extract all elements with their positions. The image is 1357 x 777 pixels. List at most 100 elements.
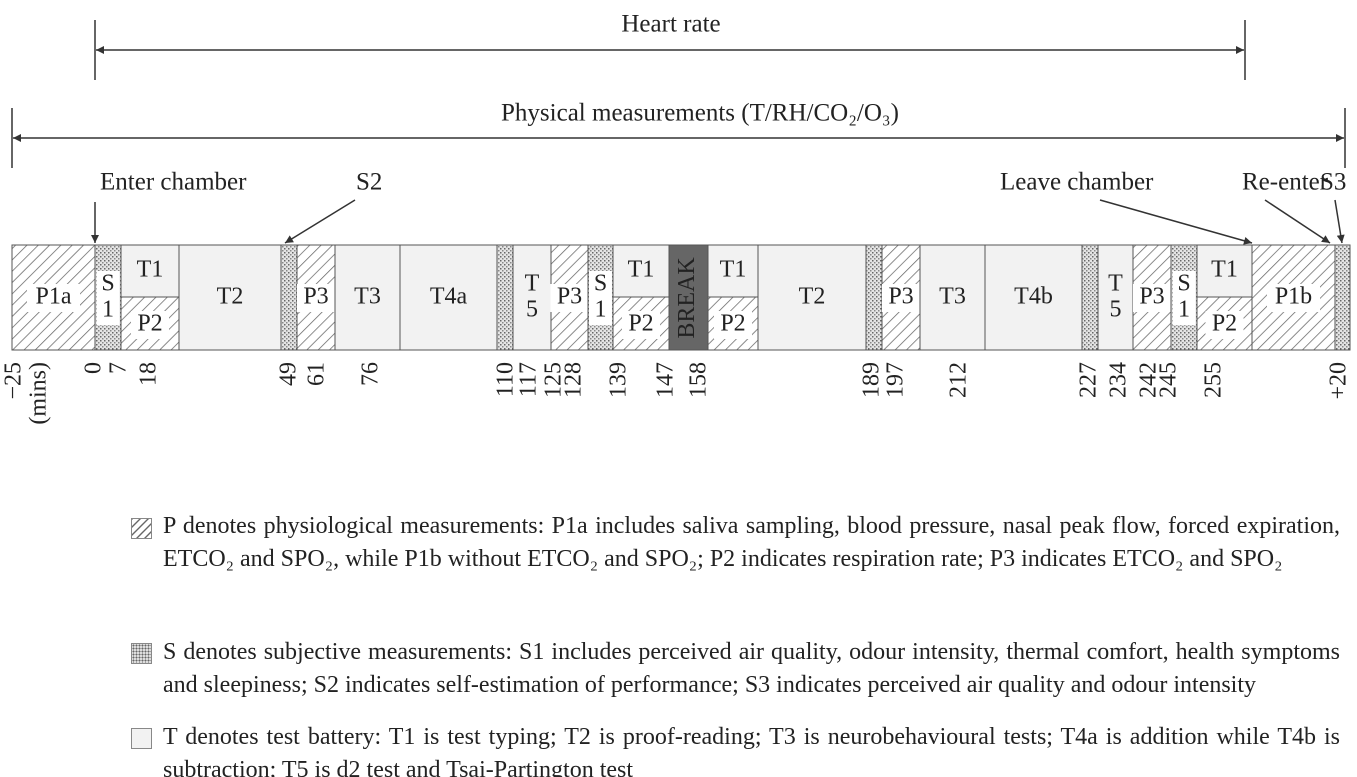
block-label: 1	[102, 297, 114, 323]
tick-label: 110	[493, 362, 519, 397]
tick-label: 49	[276, 362, 302, 386]
block-label: T2	[217, 284, 244, 310]
block	[334, 244, 401, 351]
block-label: P2	[1212, 311, 1237, 337]
block	[1334, 244, 1351, 351]
tick-label: 61	[304, 362, 330, 386]
physical-label: Physical measurements (T/RH/CO₂/O₃)	[501, 100, 899, 127]
tick-label: 147	[653, 362, 679, 398]
block-label: 5	[526, 297, 538, 323]
label-box	[622, 311, 660, 339]
tick-label: −25	[1, 362, 27, 400]
block-label: S	[1177, 271, 1190, 297]
label-box	[1172, 297, 1196, 325]
tick-label: 197	[883, 362, 909, 398]
span-arrows	[11, 20, 1346, 245]
tick-label: 242	[1136, 362, 1162, 398]
label-box	[1205, 311, 1244, 339]
block	[919, 244, 986, 351]
legend-text: S denotes subjective measurements: S1 in…	[163, 639, 1340, 698]
legend-icon-t	[131, 728, 152, 749]
legend-icon-p	[131, 518, 152, 539]
block	[865, 244, 883, 351]
block-label: 1	[1178, 297, 1190, 323]
annotation: Enter chamber	[100, 169, 247, 196]
tick-label: 7	[106, 362, 132, 374]
block-label: T1	[720, 257, 747, 283]
label-box	[27, 284, 80, 312]
block	[1081, 244, 1099, 351]
block	[399, 244, 498, 351]
block-label: P2	[137, 311, 162, 337]
tick-label: 128	[561, 362, 587, 398]
block-label: T1	[137, 257, 164, 283]
legend-icon-s	[131, 643, 152, 664]
block-label: S	[594, 271, 607, 297]
label-box	[1133, 284, 1171, 312]
annotation: S3	[1320, 169, 1346, 196]
block-label: T1	[628, 257, 655, 283]
block-label: BREAK	[674, 257, 700, 339]
heart-rate-label: Heart rate	[621, 11, 720, 38]
label-box	[96, 297, 120, 325]
block-label: P2	[628, 311, 653, 337]
block-label: 1	[595, 297, 607, 323]
block	[496, 244, 514, 351]
block	[668, 244, 709, 351]
label-box	[1172, 271, 1196, 299]
tick-label: 255	[1201, 362, 1227, 398]
block-label: 5	[1110, 297, 1122, 323]
block-label: T3	[939, 284, 966, 310]
block	[178, 244, 282, 351]
label-box	[882, 284, 920, 312]
annotation: Re-enter	[1242, 169, 1329, 196]
label-box	[297, 284, 335, 312]
legend-text: P denotes physiological measurements: P1…	[163, 513, 1340, 572]
label-box	[550, 284, 589, 312]
block-label: P1a	[36, 284, 72, 310]
label-box	[1267, 284, 1320, 312]
block-label: P3	[303, 284, 328, 310]
block-label: T4b	[1014, 284, 1053, 310]
block	[280, 244, 298, 351]
tick-label: 139	[606, 362, 632, 398]
block-label: T1	[1211, 257, 1238, 283]
block	[120, 296, 180, 351]
tick-label: 0	[81, 362, 107, 374]
tick-label: +20	[1326, 362, 1352, 400]
block-label: T2	[799, 284, 826, 310]
tick-label: 125	[541, 362, 567, 398]
tick-label: 245	[1156, 362, 1182, 398]
tick-label: 18	[136, 362, 162, 386]
timeline: Heart rate Physical measurements (T/RH/C…	[1, 11, 1352, 425]
block-label: T3	[354, 284, 381, 310]
block-label: P2	[720, 311, 745, 337]
label-box	[589, 297, 612, 325]
tick-label: 117	[516, 362, 542, 397]
tick-label: 189	[859, 362, 885, 398]
label-box	[589, 271, 612, 299]
block-label: P1b	[1275, 284, 1312, 310]
tick-label: 234	[1106, 362, 1132, 398]
label-box	[714, 311, 752, 339]
block	[1097, 244, 1134, 351]
block-label: T4a	[430, 284, 468, 310]
tick-label: 158	[686, 362, 712, 398]
block-label: T	[525, 271, 540, 297]
tick-label: 227	[1076, 362, 1102, 398]
block-label: P3	[888, 284, 913, 310]
block	[1196, 244, 1253, 298]
block-label: P3	[1139, 284, 1164, 310]
legend-text: T denotes test battery: T1 is test typin…	[163, 724, 1340, 777]
block-label: P3	[557, 284, 582, 310]
annotation: Leave chamber	[1000, 169, 1154, 196]
tick-label: (mins)	[26, 362, 52, 425]
label-box	[96, 271, 120, 299]
tick-label: 212	[946, 362, 972, 398]
block	[984, 244, 1083, 351]
block-label: S	[101, 271, 114, 297]
label-box	[131, 311, 169, 339]
block-label: T	[1108, 271, 1123, 297]
